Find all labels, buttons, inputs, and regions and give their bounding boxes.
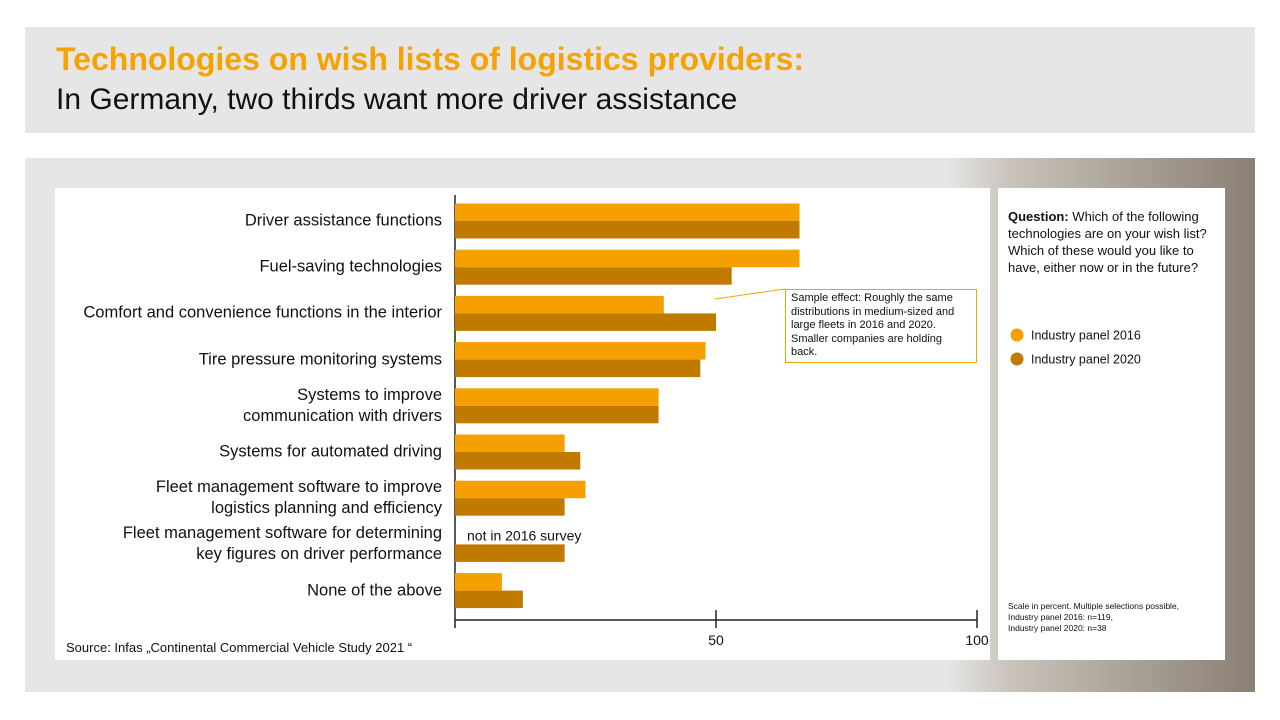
x-tick-label: 50 <box>708 632 724 648</box>
category-label: Systems to improve communication with dr… <box>243 385 442 425</box>
category-label: Comfort and convenience functions in the… <box>83 303 442 322</box>
bar <box>455 388 659 406</box>
category-label: Driver assistance functions <box>244 211 442 230</box>
bar <box>455 452 581 470</box>
question-text: Which of the following technologies are … <box>1008 209 1207 275</box>
bar <box>455 573 502 591</box>
header: Technologies on wish lists of logistics … <box>25 27 1255 133</box>
bar <box>455 434 565 452</box>
x-tick-label: 100 <box>965 632 989 648</box>
category-label: None of the above <box>307 581 442 600</box>
bar <box>455 267 732 285</box>
bar <box>455 405 659 424</box>
bar <box>455 313 716 331</box>
category-label: Tire pressure monitoring systems <box>198 350 442 369</box>
question-label: Question: <box>1008 209 1069 224</box>
bar <box>455 359 701 378</box>
annotation-box: Sample effect: Roughly the same distribu… <box>785 289 977 363</box>
bar <box>455 544 565 562</box>
bar <box>455 249 800 268</box>
subtitle: In Germany, two thirds want more driver … <box>56 83 738 116</box>
category-label: Fleet management software to improve log… <box>155 478 442 518</box>
source: Source: Infas „Continental Commercial Ve… <box>66 640 413 655</box>
legend-label: Industry panel 2020 <box>1031 353 1141 367</box>
bar <box>455 480 586 499</box>
legend-label: Industry panel 2016 <box>1031 329 1141 343</box>
category-label: Fuel-saving technologies <box>259 257 442 276</box>
bar <box>455 498 565 516</box>
title: Technologies on wish lists of logistics … <box>56 41 804 77</box>
bar <box>455 221 800 239</box>
legend-swatch <box>1010 328 1024 342</box>
note: Scale in percent. Multiple selections po… <box>1008 601 1180 633</box>
bar <box>455 295 664 314</box>
question: Question: Which of the following technol… <box>1008 208 1208 276</box>
side-panel: Question: Which of the following technol… <box>998 188 1225 660</box>
annotation-connector <box>714 288 786 300</box>
missing-label: not in 2016 survey <box>467 528 581 544</box>
bar <box>455 342 706 360</box>
bar <box>455 203 800 221</box>
legend-swatch <box>1010 352 1024 366</box>
bar <box>455 590 523 609</box>
category-label: Systems for automated driving <box>219 442 442 461</box>
category-label: Fleet management software for determinin… <box>122 524 442 564</box>
